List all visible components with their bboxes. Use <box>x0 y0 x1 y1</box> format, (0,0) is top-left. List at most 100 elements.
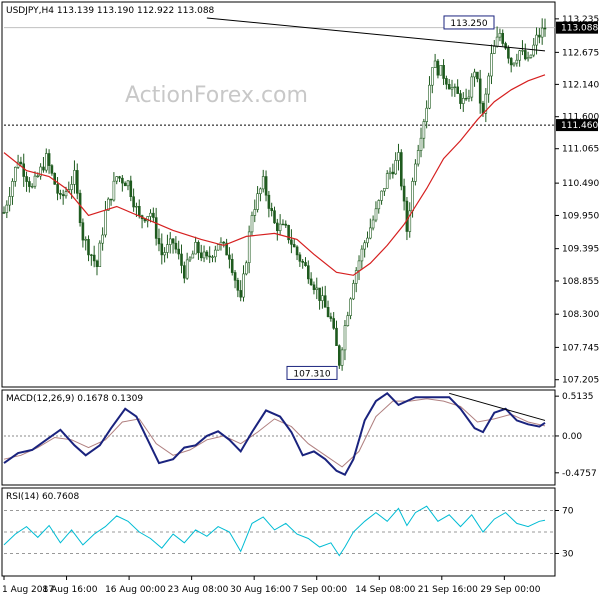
macd-y-tick-label: 0.5135 <box>562 392 594 402</box>
price-panel-title: USDJPY,H4 113.139 113.190 112.922 113.08… <box>6 6 215 16</box>
candle-body <box>95 260 99 267</box>
x-tick-label: 8 Aug 16:00 <box>43 585 98 595</box>
candle-body <box>476 71 479 80</box>
candle-body <box>194 242 197 255</box>
x-tick-label: 16 Aug 00:00 <box>105 585 166 595</box>
candle-body <box>264 176 268 196</box>
candle-body <box>433 60 437 68</box>
candle-body <box>380 190 383 201</box>
rsi-plot <box>3 505 555 557</box>
candle-body <box>87 239 90 256</box>
candle-body <box>242 273 245 298</box>
candle-body <box>61 194 65 197</box>
candle-body <box>36 175 40 177</box>
candle-body <box>388 171 392 174</box>
price-y-tick-label: 108.300 <box>562 310 599 320</box>
candle-body <box>245 262 248 275</box>
candle-body <box>169 238 172 245</box>
candle-body <box>39 166 42 177</box>
candle-body <box>163 252 166 256</box>
candle-body <box>28 181 31 187</box>
candle-body <box>543 27 547 30</box>
candle-body <box>222 241 226 244</box>
candle-body <box>56 184 59 194</box>
candle-body <box>11 181 14 197</box>
candle-body <box>160 243 164 256</box>
candle-body <box>445 78 448 85</box>
candle-body <box>73 170 76 185</box>
rsi-panel-title: RSI(14) 60.7608 <box>6 492 79 502</box>
support-level-tag <box>556 119 598 132</box>
watermark-text: ActionForex.com <box>125 83 308 108</box>
candle-body <box>464 98 468 100</box>
candle-body <box>385 173 389 189</box>
x-tick-label: 14 Sep 08:00 <box>355 585 415 595</box>
candle-body <box>512 62 516 66</box>
candle-body <box>481 102 485 114</box>
candle-body <box>118 176 121 179</box>
candle-body <box>101 234 104 244</box>
candle-body <box>253 209 257 216</box>
price-y-tick-label: 113.235 <box>562 15 599 25</box>
price-panel-frame <box>1 1 556 388</box>
price-y-tick-label: 107.745 <box>562 343 599 353</box>
candle-body <box>81 222 85 241</box>
candle-body <box>430 67 434 86</box>
candle-body <box>535 34 538 46</box>
candle-body <box>312 284 316 290</box>
high-annotation-box <box>443 15 495 30</box>
macd-panel-title: MACD(12,26,9) 0.1678 0.1309 <box>6 394 143 404</box>
macd-line <box>3 391 546 477</box>
candle-body <box>208 255 211 258</box>
candle-body <box>354 270 358 284</box>
candle-body <box>461 98 465 104</box>
candle-body <box>290 239 293 245</box>
candle-body <box>2 212 6 214</box>
candle-body <box>439 65 443 76</box>
candle-body <box>352 283 355 300</box>
candle-body <box>332 318 336 329</box>
candle-body <box>236 279 240 291</box>
macd-plot <box>3 391 555 477</box>
candle-body <box>239 290 242 298</box>
candle-body <box>526 57 530 60</box>
candle-body <box>250 215 254 233</box>
x-tick-label: 1 Aug 2017 <box>2 585 54 595</box>
candle-body <box>363 242 367 250</box>
macd-y-tick-label: -0.4757 <box>562 469 597 479</box>
candle-body <box>326 306 330 317</box>
candle-body <box>129 180 133 197</box>
candle-body <box>44 153 48 171</box>
candle-body <box>371 219 375 229</box>
candle-body <box>76 170 79 194</box>
candle-body <box>149 212 152 217</box>
candle-body <box>304 262 307 266</box>
candle-body <box>318 287 321 301</box>
candle-body <box>391 171 395 175</box>
candle-body <box>123 182 127 187</box>
current-price-tag-label: 113.088 <box>561 24 598 34</box>
candle-body <box>295 246 299 256</box>
candle-body <box>467 96 471 99</box>
candle-body <box>301 260 305 263</box>
candle-body <box>261 176 265 190</box>
candle-body <box>366 237 369 244</box>
candle-body <box>518 50 522 61</box>
candle-body <box>185 259 189 279</box>
candle-body <box>121 177 124 184</box>
candle-body <box>225 242 228 256</box>
candle-body <box>425 107 429 122</box>
candle-body <box>343 325 347 351</box>
candle-body <box>374 208 378 221</box>
candle-body <box>436 60 440 76</box>
candle-body <box>5 204 9 213</box>
candle-body <box>256 193 259 210</box>
candle-body <box>174 242 178 250</box>
candle-body <box>109 198 113 201</box>
candle-body <box>132 196 135 208</box>
price-trendline <box>206 17 546 52</box>
price-y-tick-label: 107.205 <box>562 376 599 386</box>
candle-body <box>442 65 445 79</box>
moving-average-line <box>3 74 546 276</box>
